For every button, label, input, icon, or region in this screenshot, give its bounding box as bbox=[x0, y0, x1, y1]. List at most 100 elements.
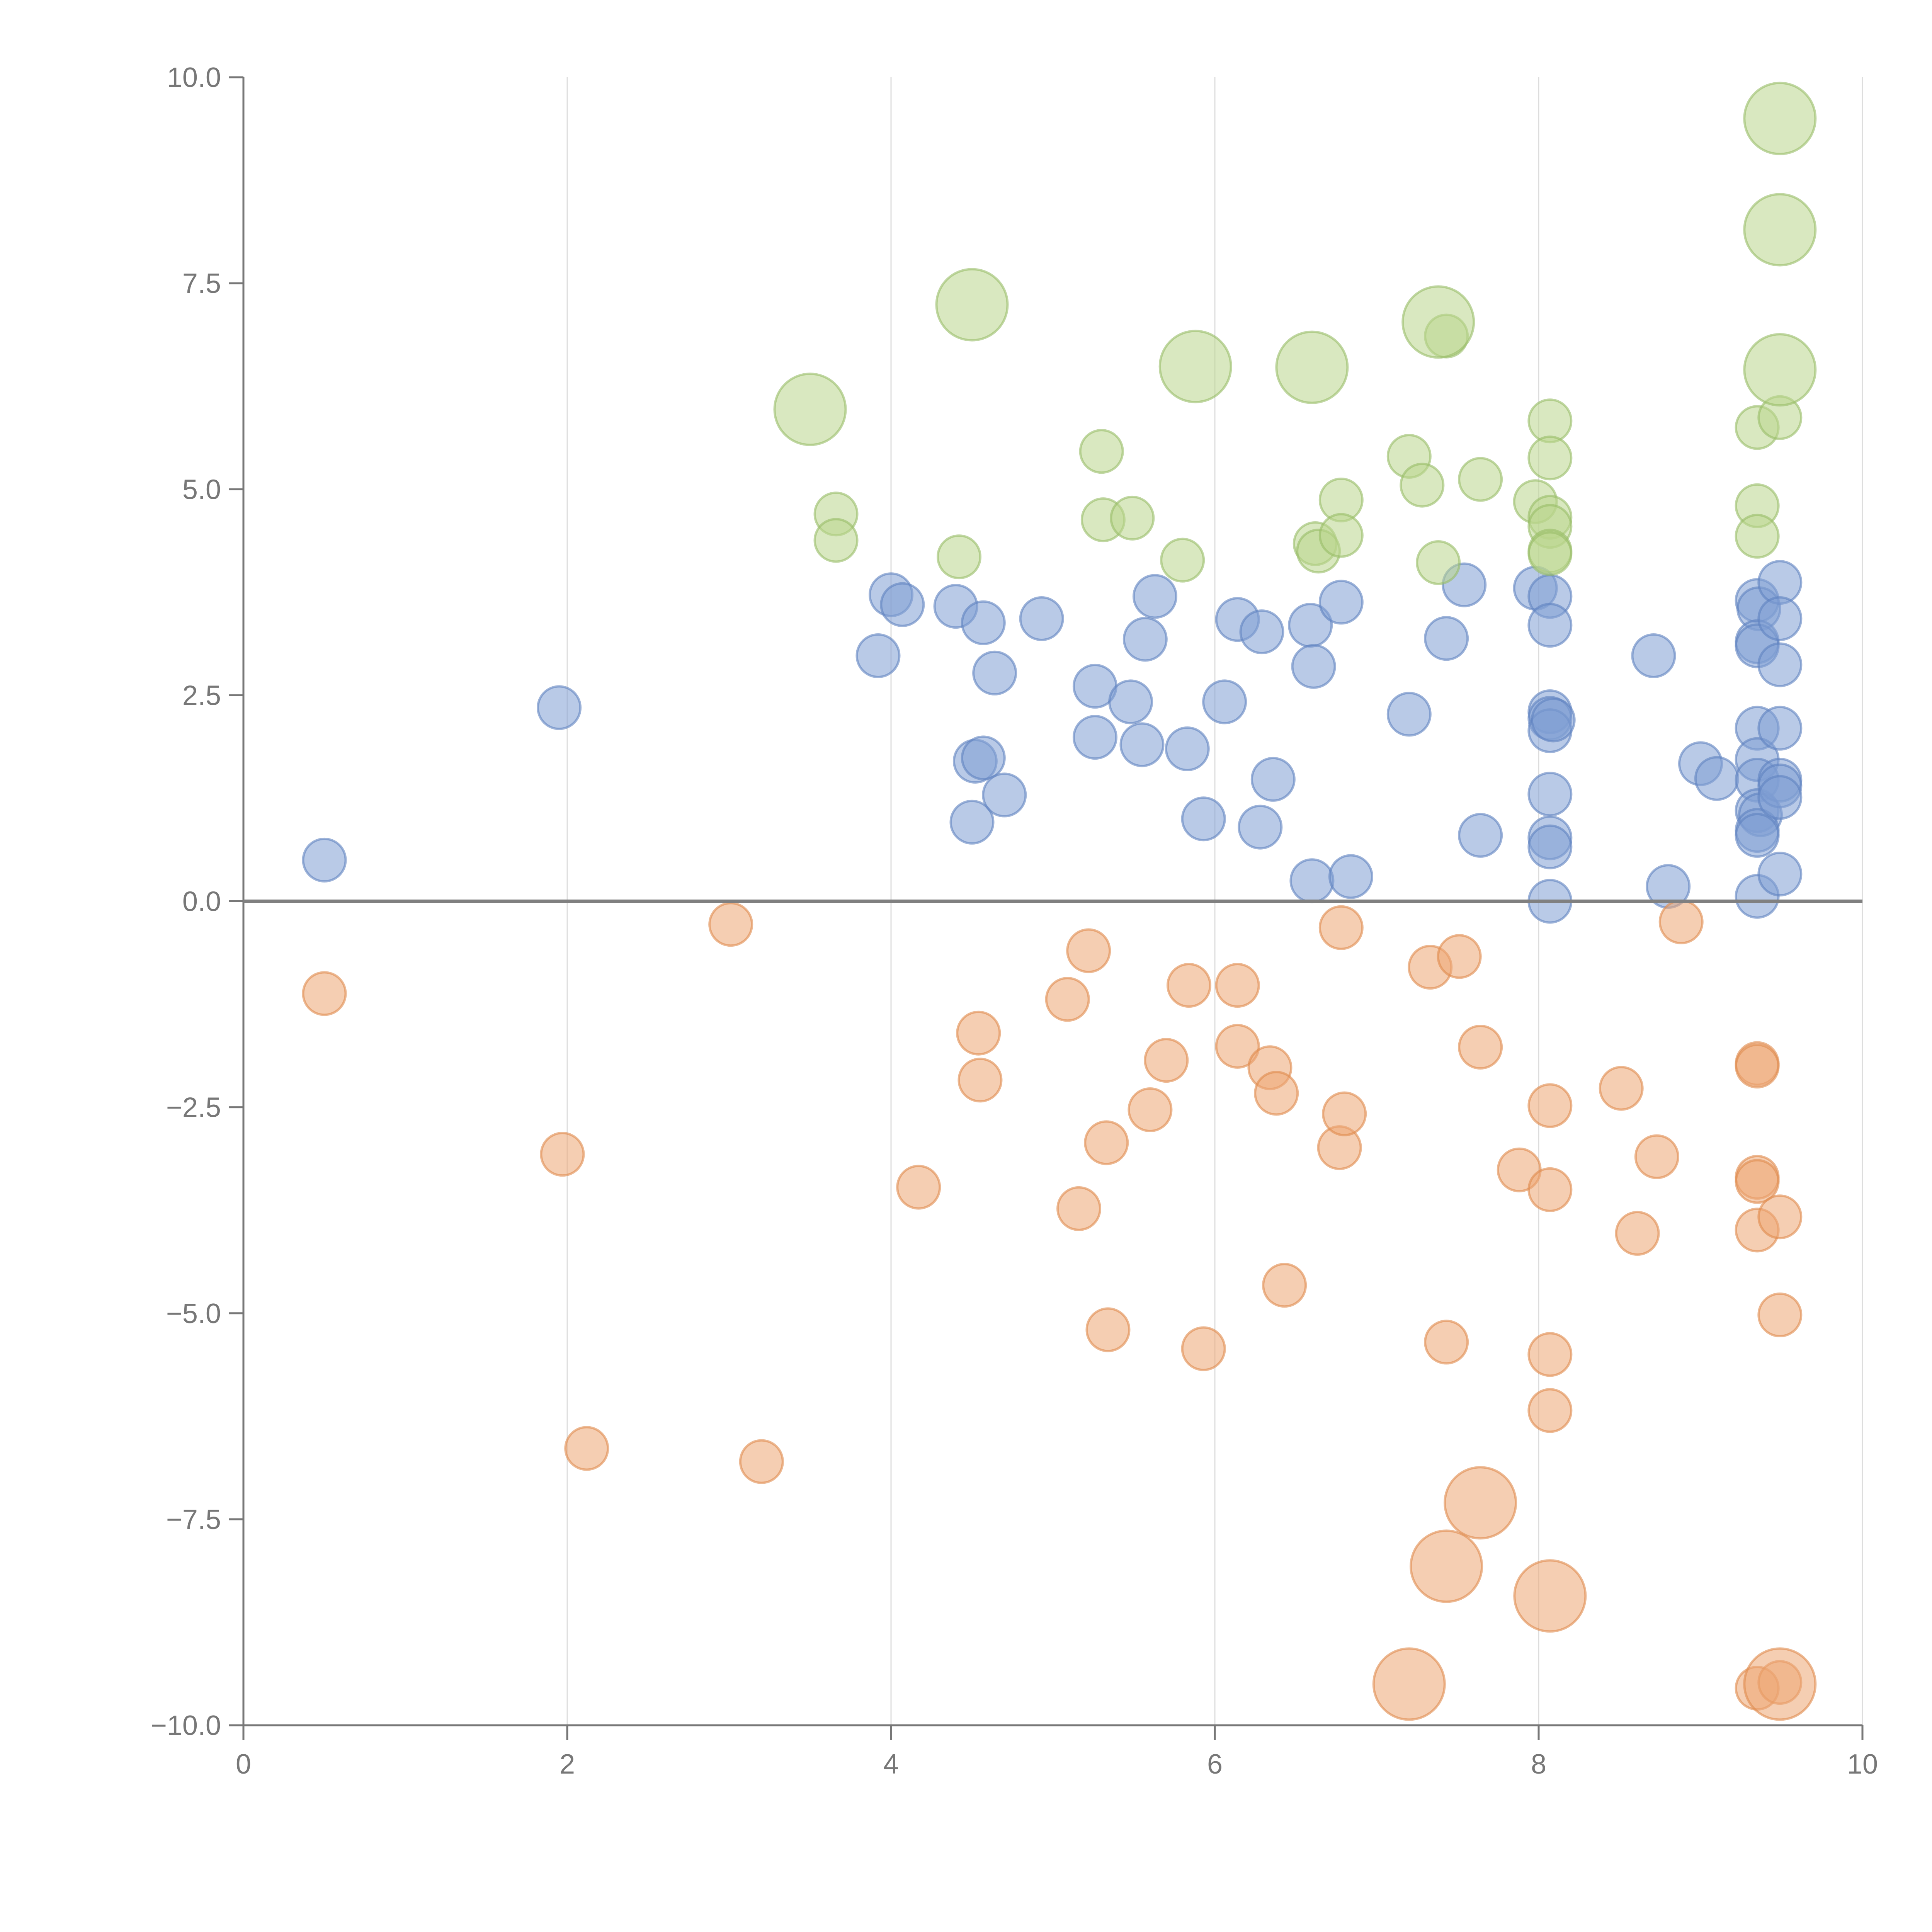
blue-bubble-60 bbox=[1735, 813, 1780, 858]
blue-bubble-41 bbox=[1531, 697, 1576, 743]
blue-bubble-31 bbox=[1386, 692, 1432, 737]
green-bubble-22 bbox=[1527, 531, 1573, 576]
orange-bubble-17 bbox=[1215, 963, 1260, 1008]
blue-bubble-27 bbox=[1291, 644, 1336, 689]
green-bubble-10 bbox=[1318, 513, 1364, 558]
orange-bubble-48 bbox=[1410, 1529, 1483, 1603]
y-tick-label-4: 0.0 bbox=[182, 886, 221, 917]
y-tick-label-6: −5.0 bbox=[166, 1298, 221, 1329]
orange-bubble-49 bbox=[1444, 1466, 1517, 1540]
orange-bubble-41 bbox=[1735, 1159, 1780, 1204]
x-tick-label-5: 10 bbox=[1847, 1749, 1878, 1780]
blue-bubble-44 bbox=[1527, 824, 1573, 869]
blue-bubble-11 bbox=[949, 799, 995, 845]
blue-bubble-42 bbox=[1527, 772, 1573, 817]
blue-bubble-19 bbox=[1165, 726, 1210, 771]
blue-bubble-46 bbox=[1631, 633, 1676, 679]
blue-bubble-28 bbox=[1289, 858, 1335, 903]
green-bubble-13 bbox=[1416, 540, 1461, 585]
orange-bubble-50 bbox=[1513, 1559, 1587, 1633]
green-bubble-33 bbox=[1743, 193, 1817, 267]
blue-bubble-15 bbox=[1108, 679, 1153, 724]
orange-bubble-5 bbox=[896, 1165, 941, 1210]
orange-bubble-1 bbox=[540, 1132, 585, 1177]
orange-bubble-21 bbox=[1262, 1263, 1307, 1308]
blue-bubble-14 bbox=[1072, 715, 1117, 760]
blue-bubble-24 bbox=[1238, 804, 1283, 850]
orange-bubble-11 bbox=[1084, 1120, 1129, 1165]
x-tick-label-3: 6 bbox=[1207, 1749, 1223, 1780]
blue-bubble-20 bbox=[1181, 796, 1226, 842]
blue-bubble-18 bbox=[1132, 574, 1177, 619]
blue-bubble-16 bbox=[1119, 722, 1165, 767]
orange-bubble-24 bbox=[1318, 905, 1364, 950]
orange-bubble-30 bbox=[1527, 1083, 1573, 1128]
blue-bubble-64 bbox=[1757, 642, 1803, 687]
y-tick-label-7: −7.5 bbox=[166, 1504, 221, 1535]
green-bubble-31 bbox=[1401, 285, 1475, 359]
y-tick-label-1: 7.5 bbox=[182, 268, 221, 299]
orange-bubble-10 bbox=[1066, 928, 1111, 973]
green-bubble-27 bbox=[773, 372, 847, 446]
blue-bubble-29 bbox=[1318, 580, 1364, 625]
green-bubble-5 bbox=[1110, 495, 1155, 541]
orange-bubble-33 bbox=[1527, 1388, 1573, 1433]
blue-bubble-10 bbox=[961, 735, 1006, 781]
green-bubble-2 bbox=[936, 534, 981, 580]
bubble-layer bbox=[302, 82, 1817, 1721]
orange-bubble-18 bbox=[1215, 1024, 1260, 1069]
blue-bubble-4 bbox=[880, 582, 925, 627]
green-bubble-29 bbox=[1158, 330, 1232, 403]
green-bubble-6 bbox=[1160, 537, 1205, 583]
green-bubble-28 bbox=[935, 268, 1009, 342]
blue-bubble-6 bbox=[961, 600, 1006, 645]
orange-bubble-47 bbox=[1372, 1647, 1446, 1721]
blue-bubble-1 bbox=[537, 685, 582, 730]
green-bubble-32 bbox=[1743, 82, 1817, 155]
blue-bubble-65 bbox=[1757, 706, 1803, 751]
orange-bubble-39 bbox=[1735, 1044, 1780, 1088]
blue-bubble-2 bbox=[855, 633, 901, 679]
blue-bubble-30 bbox=[1328, 854, 1373, 899]
orange-bubble-4 bbox=[739, 1439, 784, 1484]
orange-bubble-0 bbox=[302, 971, 347, 1016]
y-tick-label-0: 10.0 bbox=[167, 62, 221, 93]
blue-bubble-63 bbox=[1757, 596, 1803, 641]
orange-bubble-23 bbox=[1322, 1091, 1367, 1136]
tick-labels: 10.0 7.5 5.0 2.5 0.0 −2.5 −5.0 −7.5 −10.0 0 2 4 6 8 10 bbox=[151, 62, 1878, 1780]
x-tick-label-2: 4 bbox=[883, 1749, 899, 1780]
orange-bubble-7 bbox=[957, 1058, 1003, 1103]
orange-bubble-26 bbox=[1437, 934, 1482, 979]
green-bubble-30 bbox=[1275, 330, 1349, 404]
orange-bubble-35 bbox=[1615, 1211, 1660, 1256]
green-bubble-12 bbox=[1400, 463, 1445, 508]
green-bubble-3 bbox=[1079, 429, 1124, 474]
orange-bubble-37 bbox=[1658, 899, 1704, 944]
orange-bubble-14 bbox=[1144, 1038, 1189, 1083]
blue-bubble-17 bbox=[1122, 617, 1168, 662]
orange-bubble-43 bbox=[1757, 1194, 1803, 1240]
orange-bubble-28 bbox=[1458, 1024, 1503, 1070]
orange-bubble-20 bbox=[1254, 1071, 1299, 1116]
blue-bubble-0 bbox=[302, 837, 347, 883]
y-tick-label-2: 5.0 bbox=[182, 474, 221, 505]
green-bubble-18 bbox=[1527, 435, 1573, 481]
x-tick-label-0: 0 bbox=[236, 1749, 251, 1780]
axes bbox=[229, 76, 1864, 1740]
blue-bubble-37 bbox=[1527, 603, 1573, 648]
orange-bubble-51 bbox=[1743, 1647, 1817, 1721]
orange-bubble-27 bbox=[1424, 1320, 1469, 1365]
green-bubble-1 bbox=[813, 518, 859, 563]
orange-bubble-6 bbox=[956, 1010, 1001, 1056]
x-tick-label-1: 2 bbox=[560, 1749, 575, 1780]
green-bubble-15 bbox=[1458, 457, 1503, 502]
blue-bubble-32 bbox=[1424, 616, 1469, 661]
blue-bubble-68 bbox=[1757, 775, 1803, 820]
green-bubble-34 bbox=[1743, 333, 1817, 407]
orange-bubble-44 bbox=[1757, 1293, 1803, 1338]
orange-bubble-8 bbox=[1045, 977, 1090, 1022]
orange-bubble-31 bbox=[1527, 1167, 1573, 1212]
y-tick-label-5: −2.5 bbox=[166, 1092, 221, 1123]
blue-bubble-21 bbox=[1202, 679, 1247, 724]
